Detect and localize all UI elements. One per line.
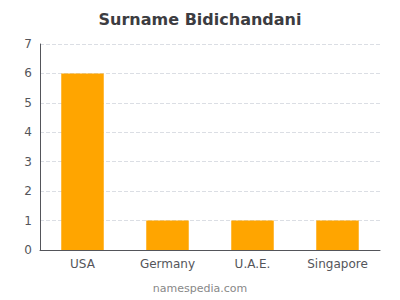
svg-text:4: 4 (24, 125, 32, 139)
svg-text:U.A.E.: U.A.E. (235, 257, 271, 271)
svg-text:6: 6 (24, 66, 32, 80)
svg-text:USA: USA (70, 257, 96, 271)
svg-text:3: 3 (24, 155, 32, 169)
svg-text:0: 0 (24, 243, 32, 257)
svg-text:7: 7 (24, 37, 32, 51)
svg-text:Surname Bidichandani: Surname Bidichandani (99, 10, 302, 29)
svg-text:1: 1 (24, 214, 32, 228)
svg-text:namespedia.com: namespedia.com (153, 282, 247, 295)
svg-text:Germany: Germany (140, 257, 195, 271)
svg-text:5: 5 (24, 96, 32, 110)
svg-text:2: 2 (24, 184, 32, 198)
svg-text:Singapore: Singapore (307, 257, 368, 271)
